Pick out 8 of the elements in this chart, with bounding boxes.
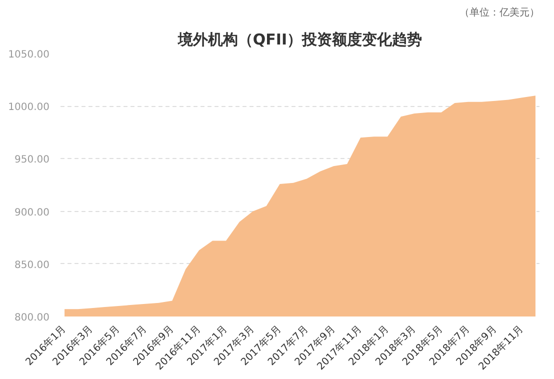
chart-title: 境外机构（QFII）投资额度变化趋势 [176, 30, 422, 48]
y-tick-label: 900.00 [14, 207, 50, 218]
y-tick-label: 950.00 [14, 154, 50, 166]
y-tick-label: 1050.00 [8, 50, 50, 60]
y-tick-label: 850.00 [14, 260, 50, 271]
y-tick-label: 1000.00 [8, 102, 50, 114]
y-tick-label: 800.00 [14, 312, 50, 324]
text: （单位：亿美元） [460, 6, 540, 18]
